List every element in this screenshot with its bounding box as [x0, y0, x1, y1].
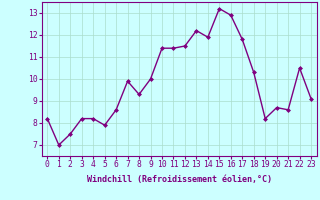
X-axis label: Windchill (Refroidissement éolien,°C): Windchill (Refroidissement éolien,°C) — [87, 175, 272, 184]
